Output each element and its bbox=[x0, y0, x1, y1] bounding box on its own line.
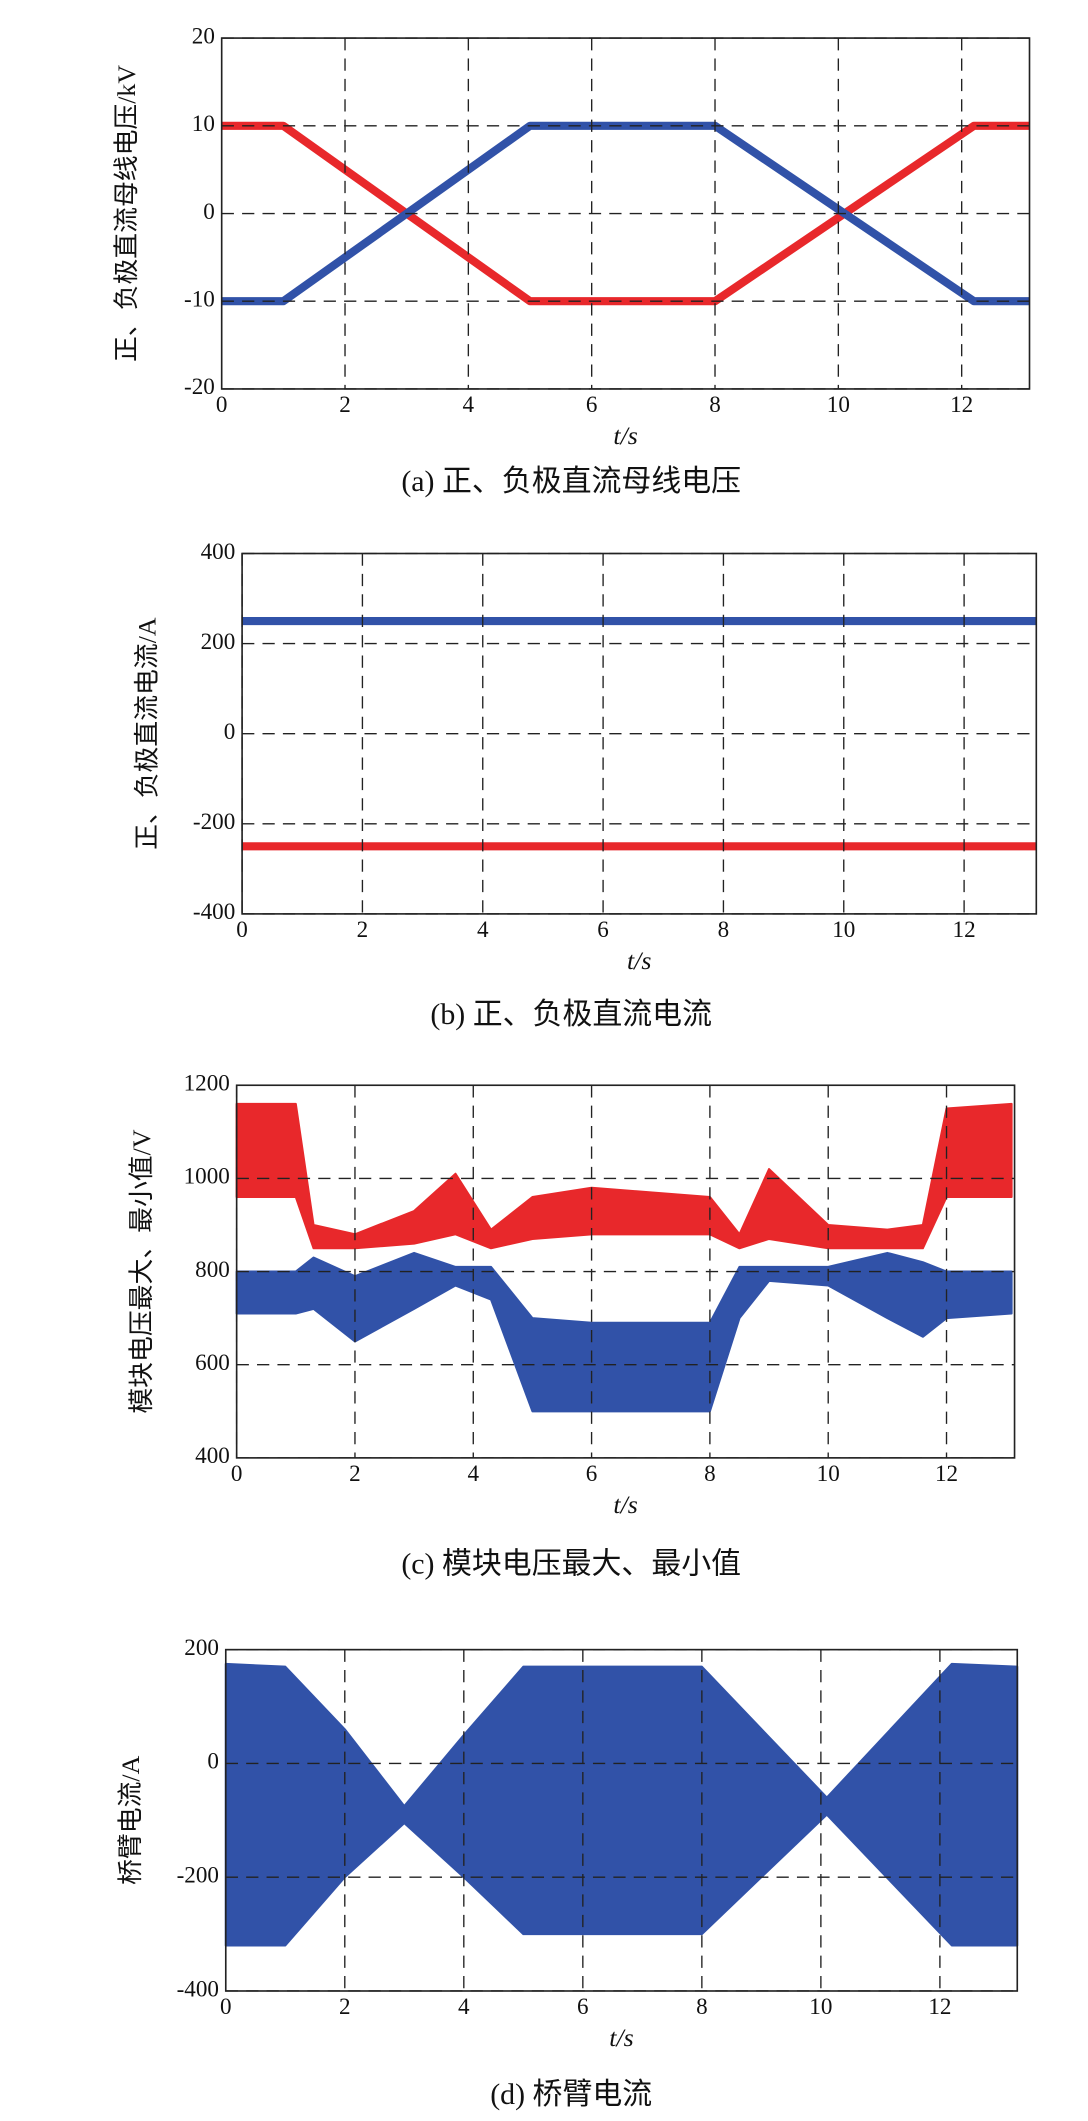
x-tick-label: 2 bbox=[339, 1993, 351, 2019]
caption: (c) 模块电压最大、最小值 bbox=[401, 1548, 741, 1581]
plot-frame bbox=[235, 1084, 1016, 1459]
x-tick-label: 0 bbox=[236, 916, 248, 942]
x-tick-label: 6 bbox=[586, 1460, 598, 1486]
plot-area bbox=[221, 38, 1030, 389]
x-tick-label: 6 bbox=[586, 391, 598, 417]
x-tick-label: 2 bbox=[349, 1460, 361, 1486]
y-tick-label: 1200 bbox=[184, 1070, 230, 1096]
x-tick-label: 12 bbox=[935, 1460, 958, 1486]
x-tick-label: 0 bbox=[216, 391, 228, 417]
y-tick-label: -20 bbox=[184, 373, 215, 399]
x-tick-label: 4 bbox=[463, 391, 475, 417]
y-axis-label: 正、负极直流母线电压/kV bbox=[112, 65, 141, 362]
y-tick-label: -200 bbox=[193, 808, 235, 834]
y-tick-label: 200 bbox=[201, 628, 236, 654]
y-axis-label: 正、负极直流电流/A bbox=[133, 617, 162, 850]
x-tick-label: 10 bbox=[832, 916, 855, 942]
x-tick-label: 6 bbox=[577, 1993, 589, 2019]
data-band bbox=[235, 1251, 1013, 1413]
plot-frame bbox=[220, 37, 1031, 390]
x-tick-label: 8 bbox=[709, 391, 721, 417]
data-line bbox=[221, 121, 1030, 306]
y-tick-label: -200 bbox=[177, 1862, 219, 1888]
y-tick-label: 0 bbox=[203, 198, 215, 224]
x-axis-label: t/s bbox=[627, 946, 651, 975]
caption: (a) 正、负极直流母线电压 bbox=[401, 465, 741, 498]
y-tick-label: -400 bbox=[177, 1975, 219, 2001]
x-tick-label: 10 bbox=[809, 1993, 832, 2019]
caption: (d) 桥臂电流 bbox=[490, 2078, 652, 2111]
x-tick-label: 8 bbox=[704, 1460, 716, 1486]
caption: (b) 正、负极直流电流 bbox=[430, 998, 712, 1031]
x-axis-label: t/s bbox=[609, 2023, 633, 2052]
x-tick-label: 0 bbox=[231, 1460, 243, 1486]
y-tick-label: 0 bbox=[224, 718, 236, 744]
y-tick-label: -400 bbox=[193, 898, 235, 924]
plot-frame bbox=[224, 1648, 1019, 1992]
y-tick-label: 20 bbox=[192, 22, 215, 48]
x-tick-label: 10 bbox=[817, 1460, 840, 1486]
x-tick-label: 12 bbox=[953, 916, 976, 942]
x-tick-label: 0 bbox=[220, 1993, 232, 2019]
y-tick-label: 400 bbox=[195, 1442, 230, 1468]
x-tick-label: 6 bbox=[597, 916, 609, 942]
x-tick-label: 12 bbox=[950, 391, 973, 417]
y-axis-label: 模块电压最大、最小值/V bbox=[127, 1129, 156, 1413]
data-line bbox=[221, 121, 1030, 306]
x-axis-label: t/s bbox=[613, 421, 637, 450]
x-tick-label: 12 bbox=[928, 1993, 951, 2019]
x-tick-label: 8 bbox=[718, 916, 730, 942]
plot-frame bbox=[241, 552, 1038, 915]
x-axis-label: t/s bbox=[613, 1490, 637, 1519]
y-tick-label: 400 bbox=[201, 538, 236, 564]
data-band bbox=[235, 1102, 1013, 1250]
x-tick-label: 4 bbox=[477, 916, 489, 942]
x-tick-label: 4 bbox=[458, 1993, 470, 2019]
y-tick-label: 600 bbox=[195, 1349, 230, 1375]
y-axis-label: 桥臂电流/A bbox=[116, 1755, 145, 1884]
y-tick-label: 800 bbox=[195, 1256, 230, 1282]
x-tick-label: 8 bbox=[696, 1993, 708, 2019]
y-tick-label: -10 bbox=[184, 286, 215, 312]
y-tick-label: 200 bbox=[184, 1634, 219, 1660]
x-tick-label: 10 bbox=[827, 391, 850, 417]
x-tick-label: 2 bbox=[357, 916, 369, 942]
y-tick-label: 0 bbox=[207, 1748, 219, 1774]
y-tick-label: 1000 bbox=[184, 1163, 230, 1189]
y-tick-label: 10 bbox=[192, 110, 215, 136]
x-tick-label: 4 bbox=[467, 1460, 479, 1486]
x-tick-label: 2 bbox=[339, 391, 351, 417]
